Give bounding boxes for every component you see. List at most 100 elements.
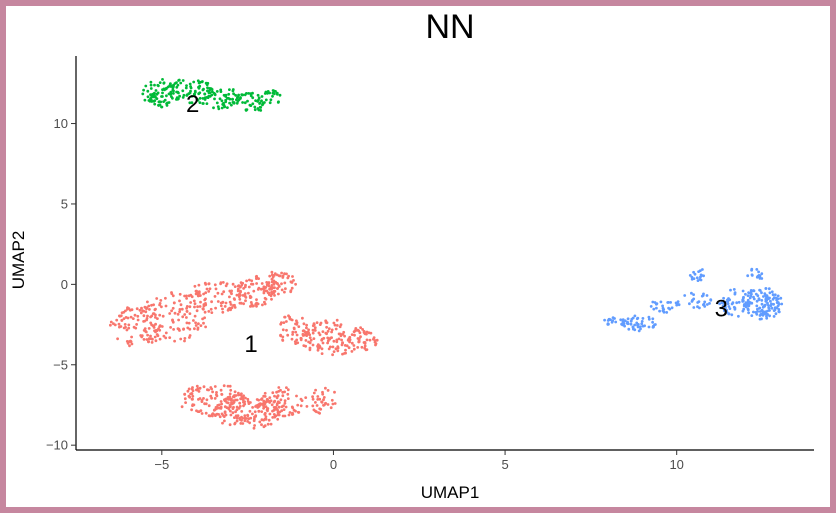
cluster-1-point [190, 408, 194, 412]
cluster-1-point [305, 405, 309, 408]
cluster-1-point [288, 411, 292, 414]
cluster-1-point [270, 280, 274, 284]
cluster-3-point [746, 274, 750, 278]
cluster-1-point [279, 398, 283, 402]
cluster-3-point [655, 302, 658, 306]
cluster-2-point [210, 88, 214, 91]
cluster-2-point [207, 91, 211, 95]
cluster-1-point [250, 279, 254, 283]
cluster-1-point [185, 316, 188, 319]
cluster-1-point [290, 286, 294, 290]
cluster-2-point [189, 86, 193, 90]
cluster-2-point [188, 91, 192, 95]
cluster-1-point [235, 408, 239, 412]
cluster-1-point [268, 396, 272, 399]
cluster-3-point [772, 296, 776, 299]
cluster-1-point [178, 308, 182, 311]
cluster-1-point [352, 347, 356, 351]
cluster-2-point [243, 101, 247, 105]
cluster-1-point [307, 328, 310, 332]
cluster-1-point [215, 394, 219, 398]
cluster-1-point [326, 341, 329, 345]
cluster-1-point [225, 397, 229, 401]
cluster-1-point [251, 412, 254, 416]
cluster-3-point [752, 289, 755, 292]
cluster-1-point [275, 403, 279, 407]
cluster-2-point [269, 98, 273, 102]
cluster-1-point [253, 424, 256, 427]
cluster-1-point [222, 290, 226, 294]
cluster-1-point [193, 302, 197, 306]
cluster-1-point [291, 330, 295, 334]
cluster-1-point [223, 305, 227, 308]
chart-title: NN [425, 8, 474, 46]
cluster-1-point [113, 323, 117, 327]
cluster-1-point [122, 326, 126, 330]
cluster-2-point [162, 81, 166, 85]
cluster-1-point [202, 307, 205, 311]
cluster-1-point [220, 402, 224, 406]
cluster-1-point [354, 327, 358, 330]
cluster-1-point [138, 308, 142, 312]
cluster-2-point [181, 89, 185, 93]
cluster-3-point [758, 314, 762, 317]
cluster-1-point [316, 348, 320, 352]
cluster-1-point [221, 414, 225, 417]
cluster-1-point [361, 328, 364, 331]
cluster-1-point [357, 340, 361, 344]
cluster-1-point [273, 286, 276, 290]
cluster-2-point [249, 104, 253, 107]
cluster-1-point [258, 402, 261, 406]
cluster-1-point [217, 413, 221, 416]
cluster-1-point [154, 339, 158, 343]
cluster-1-point [241, 281, 245, 285]
cluster-2-point [160, 105, 164, 109]
cluster-3-point [752, 295, 755, 299]
cluster-3-point [756, 307, 759, 311]
cluster-1-point [179, 303, 183, 307]
cluster-3-point [763, 304, 766, 308]
cluster-2-point [210, 93, 214, 97]
cluster-1-point [320, 338, 324, 342]
cluster-1-point [193, 327, 196, 331]
cluster-1-point [178, 292, 182, 296]
cluster-2-point [208, 88, 212, 92]
cluster-3-point [629, 322, 633, 326]
cluster-1-point [282, 404, 285, 408]
cluster-1-point [181, 315, 185, 319]
cluster-3-point [637, 329, 641, 333]
cluster-1-point [333, 402, 337, 405]
cluster-3-point [666, 301, 670, 304]
cluster-2-point [263, 92, 267, 95]
cluster-1-point [230, 306, 234, 310]
cluster-1-point [185, 297, 189, 300]
cluster-2-point [176, 83, 180, 87]
cluster-1-point [335, 338, 339, 342]
cluster-2-point [175, 81, 178, 84]
cluster-1-point [116, 337, 119, 341]
cluster-1-point [237, 393, 240, 397]
cluster-1-point [142, 309, 146, 313]
cluster-1-point [322, 403, 326, 407]
cluster-2-point [144, 84, 148, 88]
cluster-2-point [260, 95, 264, 98]
cluster-3-point [651, 320, 654, 324]
cluster-3-point [768, 314, 771, 318]
cluster-1-point [365, 348, 369, 351]
cluster-1-point [237, 406, 241, 410]
cluster-3-point [735, 301, 739, 305]
cluster-1-point [185, 294, 188, 298]
cluster-3-point [726, 302, 730, 306]
cluster-3-point [765, 298, 769, 302]
cluster-2-point [203, 92, 207, 96]
cluster-1-point [228, 384, 232, 388]
cluster-1-point [261, 303, 264, 307]
cluster-2-point [236, 99, 240, 103]
cluster-2-point [158, 103, 162, 107]
cluster-1-point [252, 289, 256, 293]
cluster-1-point [202, 304, 206, 308]
cluster-3-point [776, 297, 780, 301]
cluster-3-point [730, 302, 734, 306]
cluster-1-point [240, 392, 243, 396]
cluster-1-point [282, 408, 286, 411]
